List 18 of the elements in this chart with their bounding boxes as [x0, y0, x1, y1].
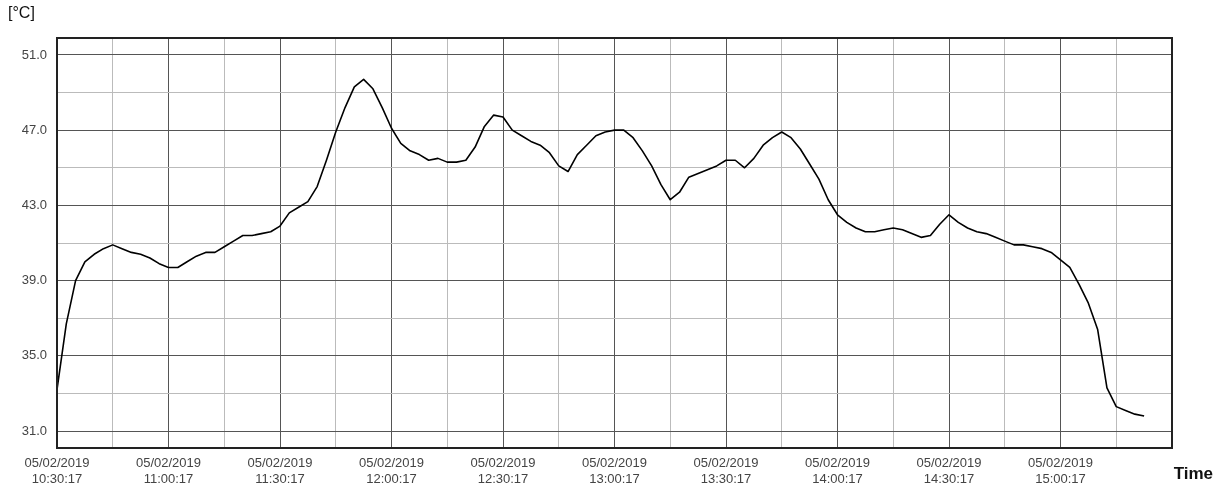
x-tick-label: 05/02/2019 12:30:17 — [470, 455, 536, 486]
y-tick-label: 31.0 — [21, 422, 47, 438]
x-axis-title: Time — [1173, 464, 1213, 484]
y-tick-label: 47.0 — [21, 121, 47, 137]
y-tick-label: 43.0 — [21, 196, 47, 212]
x-tick-label: 05/02/2019 11:30:17 — [247, 455, 313, 486]
x-tick-label: 05/02/2019 14:00:17 — [804, 455, 871, 486]
x-tick-label: 05/02/2019 11:00:17 — [135, 455, 202, 486]
x-tick-label: 05/02/2019 15:00:17 — [1027, 455, 1094, 486]
x-tick-label: 05/02/2019 14:30:17 — [916, 455, 982, 486]
x-tick-label: 05/02/2019 12:00:17 — [358, 455, 425, 486]
y-axis-title: [°C] — [8, 4, 35, 22]
x-tick-label: 05/02/2019 13:30:17 — [693, 455, 759, 486]
x-tick-label: 05/02/2019 13:00:17 — [581, 455, 648, 486]
y-tick-label: 35.0 — [21, 347, 47, 363]
y-tick-label: 39.0 — [21, 272, 47, 288]
x-tick-label: 05/02/2019 10:30:17 — [24, 455, 90, 486]
y-tick-label: 51.0 — [21, 46, 47, 62]
